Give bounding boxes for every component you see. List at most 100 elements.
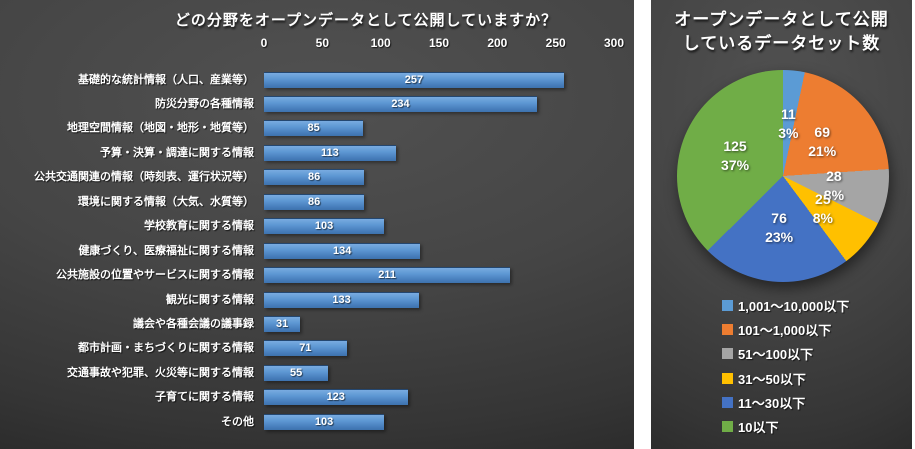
pie-legend: 1,001～10,000以下 101～1,000以下 51～100以下 31～50以下… <box>722 293 849 439</box>
bar-chart-panel: どの分野をオープンデータとして公開していますか？ 0 50 100 150 200 250… <box>0 0 634 449</box>
bar-category-label: 観光に関する情報 <box>166 293 254 306</box>
bar-row: 防災分野の各種情報 234 <box>0 92 634 116</box>
bar-value-label: 134 <box>332 244 352 257</box>
bar-row: 健康づくり、医療福祉に関する情報 134 <box>0 239 634 263</box>
bar-category-label: 地理空間情報（地図・地形・地質等） <box>67 122 254 135</box>
bar-value-label: 234 <box>391 97 410 110</box>
legend-item: 10以下 <box>722 414 849 438</box>
legend-label: 11～30以下 <box>738 395 806 411</box>
pie-slice-label: 25 8% <box>813 190 833 228</box>
bar-value-label: 55 <box>289 366 303 379</box>
pie-slice-percent: 3% <box>778 125 799 142</box>
pie-slice-percent: 21% <box>808 142 837 159</box>
bar-value-label: 71 <box>299 342 312 355</box>
bar: 55 <box>264 364 329 381</box>
bar-category-label: 議会や各種会議の議事録 <box>133 318 254 330</box>
bar: 86 <box>264 169 365 186</box>
bar: 234 <box>264 95 537 112</box>
pie-slice-value: 69 <box>814 123 830 140</box>
bar-row: 地理空間情報（地図・地形・地質等） 85 <box>0 116 634 140</box>
bar-row: 都市計画・まちづくりに関する情報 71 <box>0 336 634 360</box>
legend-swatch <box>722 323 733 335</box>
legend-item: 51～100以下 <box>722 342 849 366</box>
bar-category-label: 子育てに関する情報 <box>155 391 254 404</box>
legend-swatch <box>722 421 733 433</box>
pie-chart-title: オープンデータとして公開 しているデータセット数 <box>651 8 912 56</box>
bar: 86 <box>264 193 365 210</box>
legend-swatch <box>722 348 733 360</box>
bar-category-label: その他 <box>221 415 254 428</box>
pie-slice-percent: 8% <box>823 187 845 204</box>
bar-category-label: 健康づくり、医療福祉に関する情報 <box>78 244 254 257</box>
bar-value-label: 85 <box>307 122 320 135</box>
axis-tick-label: 200 <box>487 36 508 50</box>
legend-label: 10以下 <box>738 420 779 436</box>
bar-row: 基礎的な統計情報（人口、産業等） 257 <box>0 68 634 92</box>
bar-value-label: 257 <box>404 73 424 86</box>
pie-slice-label: 11 3% <box>778 105 798 143</box>
bar-row: 交通事故や犯罪、火災等に関する情報 55 <box>0 361 634 385</box>
pie-slice-value: 28 <box>826 168 842 185</box>
legend-label: 51～100以下 <box>738 347 814 363</box>
bar-row: 議会や各種会議の議事録 31 <box>0 312 634 336</box>
bar-row: 予算・決算・調達に関する情報 113 <box>0 141 634 165</box>
bar: 113 <box>264 144 396 161</box>
bar: 257 <box>264 71 564 88</box>
legend-item: 11～30以下 <box>722 390 849 414</box>
legend-swatch <box>722 372 733 384</box>
legend-label: 1,001～10,000以下 <box>738 298 850 314</box>
axis-tick-label: 300 <box>603 36 625 50</box>
pie-slice-label: 76 23% <box>765 209 793 247</box>
bar-value-label: 103 <box>314 415 334 428</box>
legend-item: 31～50以下 <box>722 366 849 390</box>
axis-tick-label: 50 <box>315 36 330 50</box>
bar-row: 子育てに関する情報 123 <box>0 385 634 409</box>
legend-swatch <box>722 396 733 408</box>
pie-slice-percent: 37% <box>721 157 750 173</box>
pie-slice-label: 69 21% <box>808 123 836 161</box>
pie-slice-value: 25 <box>815 191 831 208</box>
bar-category-label: 環境に関する情報（大気、水質等） <box>78 195 254 208</box>
pie-slice-percent: 8% <box>812 210 833 227</box>
axis-tick-label: 0 <box>260 36 268 50</box>
x-axis: 0 50 100 150 200 250 300 <box>0 36 634 52</box>
bar-category-label: 予算・決算・調達に関する情報 <box>100 146 254 159</box>
bar: 85 <box>264 120 364 137</box>
bar-row: 学校教育に関する情報 103 <box>0 214 634 238</box>
bar-category-label: 防災分野の各種情報 <box>155 97 254 110</box>
bar-category-label: 公共施設の位置やサービスに関する情報 <box>56 269 254 282</box>
bar: 133 <box>264 291 420 308</box>
bar-row: その他 103 <box>0 410 634 434</box>
axis-tick-label: 100 <box>370 36 391 50</box>
bar-category-label: 都市計画・まちづくりに関する情報 <box>78 342 254 355</box>
bar-value-label: 86 <box>308 171 321 184</box>
bar-chart-title: どの分野をオープンデータとして公開していますか？ <box>174 12 558 29</box>
bar-category-label: 学校教育に関する情報 <box>144 220 254 233</box>
bar-value-label: 211 <box>378 269 396 282</box>
legend-item: 101～1,000以下 <box>722 317 849 341</box>
bar: 71 <box>264 340 347 357</box>
pie-slice-label: 125 37% <box>721 137 749 175</box>
pie-slice-percent: 23% <box>765 228 794 245</box>
bar-row: 公共施設の位置やサービスに関する情報 211 <box>0 263 634 287</box>
bar: 103 <box>264 413 385 430</box>
bar: 103 <box>264 218 385 235</box>
bar-value-label: 86 <box>308 195 321 208</box>
pie-title-line2: しているデータセット数 <box>682 34 881 53</box>
bar: 134 <box>264 242 421 259</box>
bar-row: 観光に関する情報 133 <box>0 288 634 312</box>
pie-chart-panel: オープンデータとして公開 しているデータセット数 11 3% 69 21% 28 8% 25 8… <box>651 0 912 449</box>
legend-label: 31～50以下 <box>738 371 806 387</box>
legend-swatch <box>722 299 733 311</box>
bar: 31 <box>264 316 301 332</box>
legend-label: 101～1,000以下 <box>738 322 832 338</box>
bar-category-label: 交通事故や犯罪、火災等に関する情報 <box>67 366 254 379</box>
bar: 211 <box>264 267 511 284</box>
bar-category-label: 基礎的な統計情報（人口、産業等） <box>78 73 254 86</box>
legend-item: 1,001～10,000以下 <box>722 293 849 317</box>
bar-value-label: 113 <box>321 146 339 159</box>
pie-slice-value: 125 <box>723 138 747 154</box>
bar-value-label: 123 <box>326 391 345 404</box>
axis-tick-label: 150 <box>428 36 450 50</box>
bar-row: 公共交通関連の情報（時刻表、運行状況等） 86 <box>0 165 634 189</box>
